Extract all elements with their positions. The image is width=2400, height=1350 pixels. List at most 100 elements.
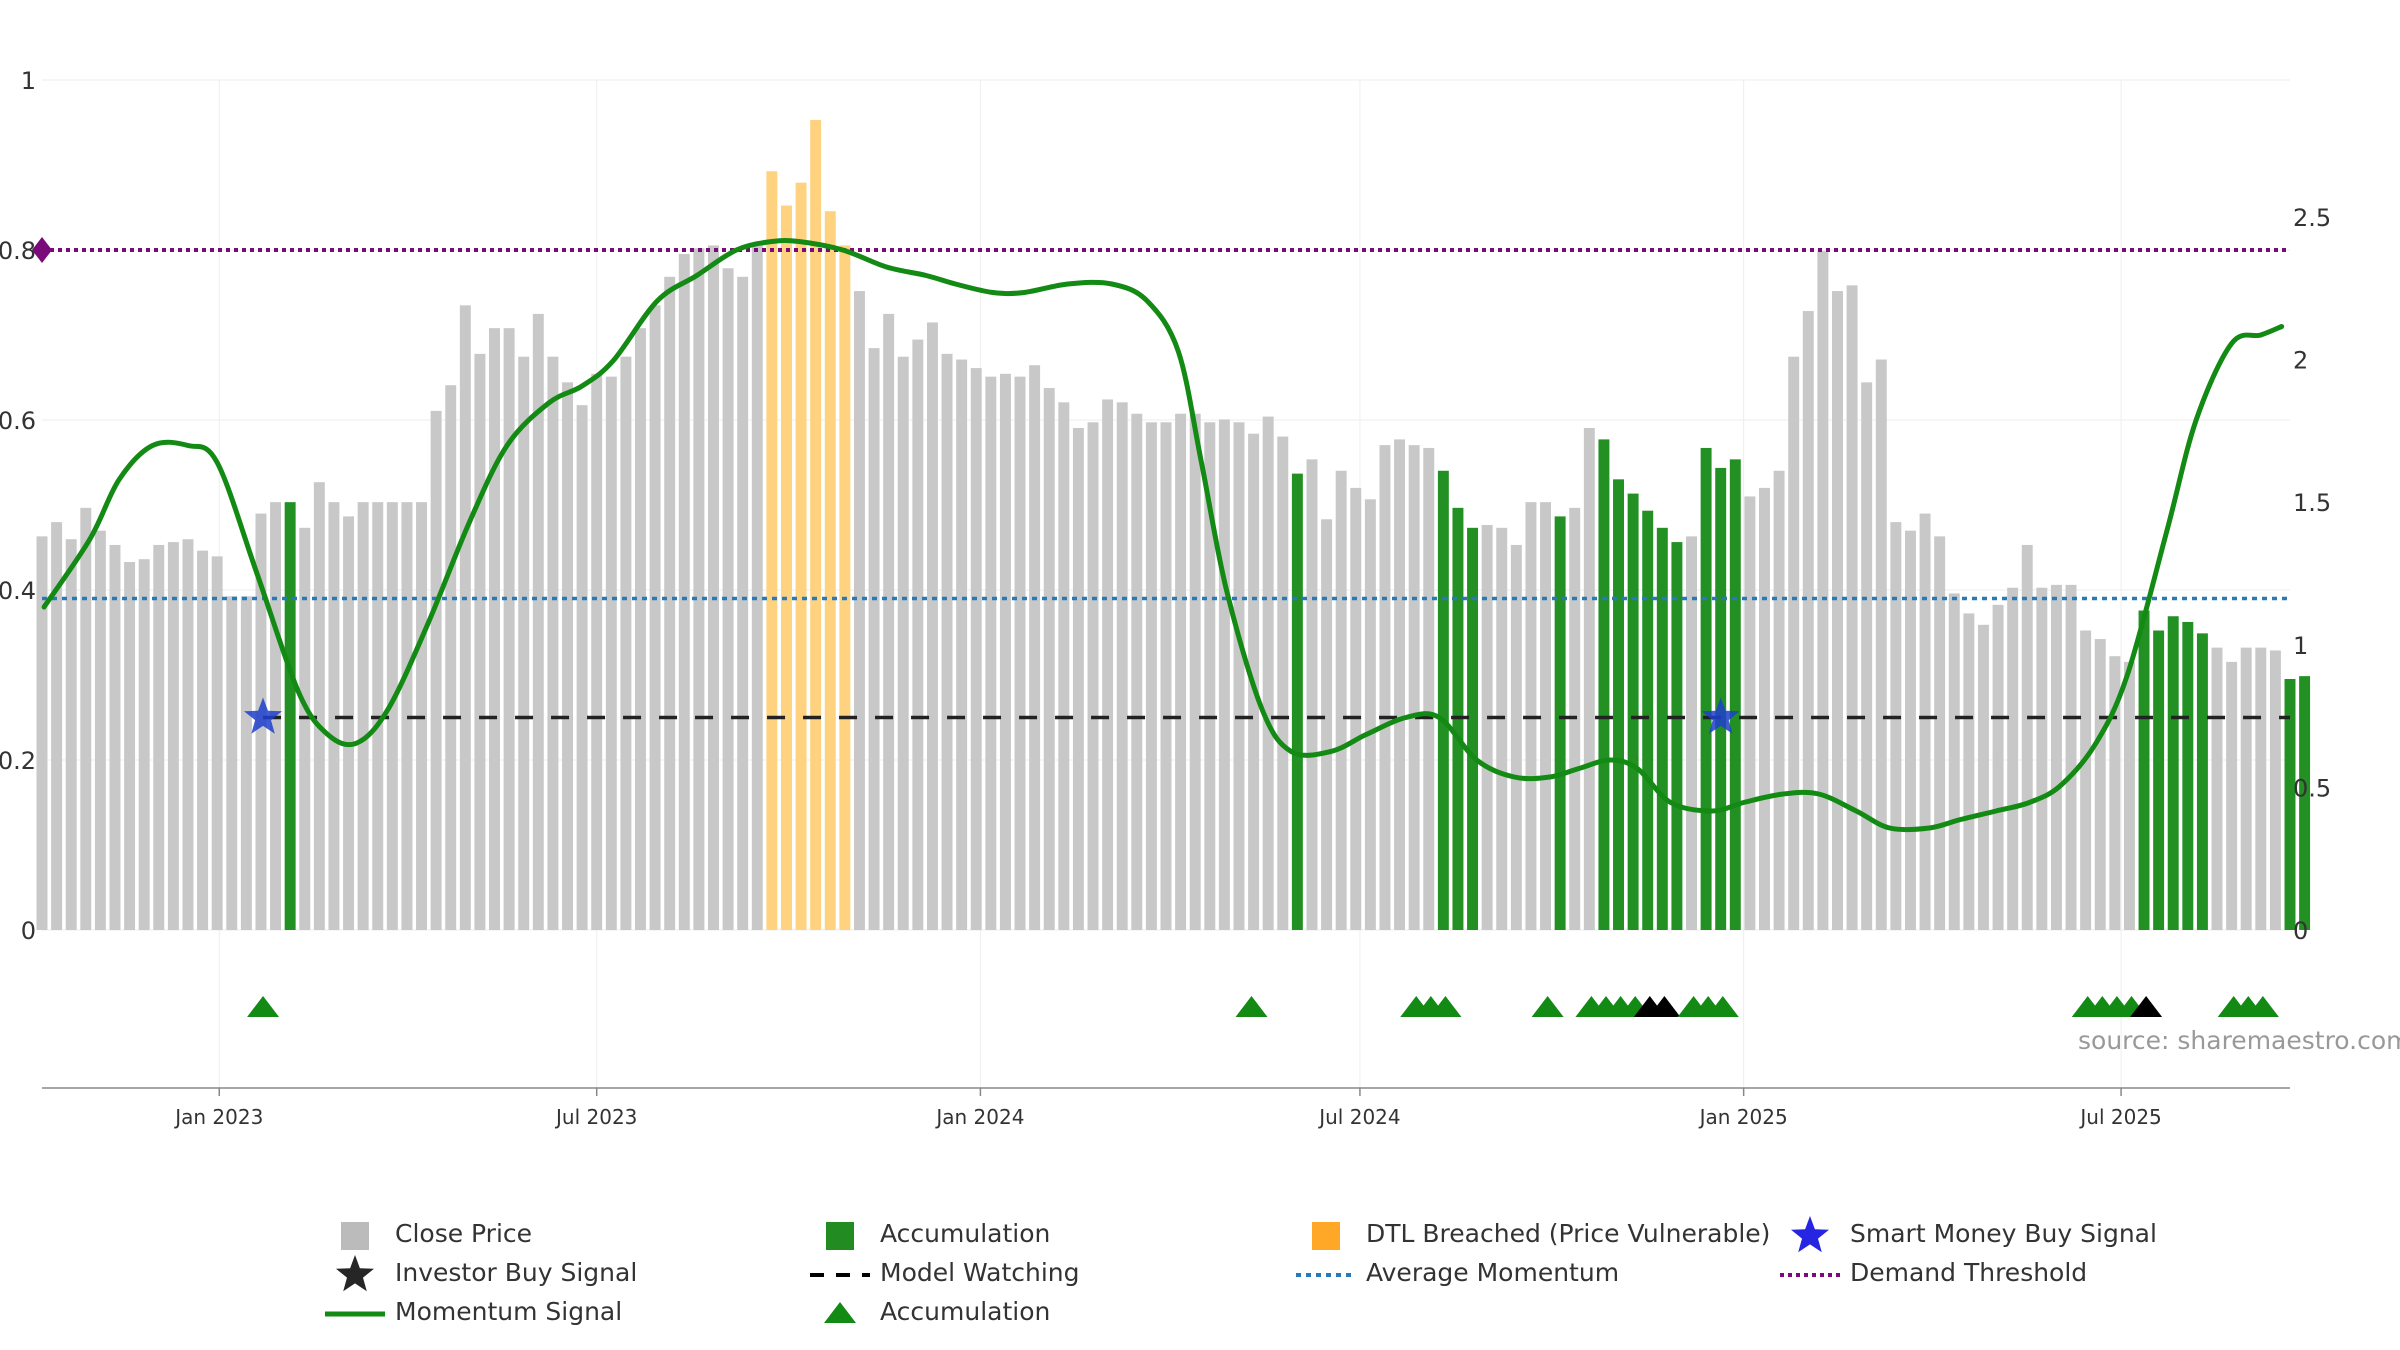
close-price-bar	[1861, 382, 1873, 930]
smart-money-buy-star	[244, 697, 283, 734]
accumulation-triangle	[247, 996, 280, 1017]
close-price-bar	[1540, 502, 1552, 930]
close-price-bar	[80, 507, 92, 930]
source-caption: source: sharemaestro.com	[2078, 1026, 2400, 1055]
legend-swatch-accumulation	[826, 1222, 854, 1250]
close-price-bar	[489, 328, 500, 930]
close-price-bar	[1423, 447, 1435, 930]
close-price-bar	[576, 405, 588, 930]
accumulation-triangle	[1648, 996, 1681, 1017]
close-price-bar	[1759, 487, 1770, 930]
close-price-bar	[1744, 496, 1756, 930]
x-tick-label: Jan 2023	[173, 1105, 263, 1129]
right-tick-label: 1.5	[2293, 489, 2331, 517]
close-price-bar	[1394, 439, 1406, 930]
close-price-bar	[868, 348, 880, 930]
left-tick-label: 0.8	[0, 237, 36, 265]
dtl-breached-bar	[810, 119, 822, 931]
close-price-bar	[1029, 365, 1041, 931]
price-bars	[36, 119, 2311, 931]
close-price-bar	[941, 353, 953, 930]
accumulation-bar	[2138, 610, 2150, 930]
close-price-bar	[1087, 422, 1099, 930]
close-price-bar	[2021, 544, 2033, 930]
close-price-bar	[1817, 251, 1829, 931]
close-price-bar	[153, 544, 165, 930]
accumulation-bar	[1642, 510, 1654, 930]
close-price-bar	[1875, 359, 1887, 930]
close-price-bar	[708, 245, 719, 930]
close-price-bar	[1277, 436, 1289, 930]
demand-threshold-marker	[32, 237, 52, 263]
accumulation-bar	[1291, 473, 1303, 930]
close-price-bar	[1510, 544, 1522, 930]
accumulation-bar	[1729, 459, 1741, 930]
accumulation-triangle	[1706, 996, 1739, 1017]
right-tick-label: 2.5	[2293, 204, 2331, 232]
close-price-bar	[883, 313, 895, 931]
close-price-bar	[2255, 647, 2267, 930]
accumulation-bar	[2153, 630, 2165, 930]
close-price-bar	[2007, 587, 2019, 930]
momentum-line-group	[41, 237, 2285, 833]
close-price-bar	[65, 539, 77, 930]
close-price-bar	[343, 516, 355, 930]
close-price-bar	[2036, 587, 2048, 930]
close-price-bar	[620, 356, 632, 930]
accumulation-triangle	[1235, 996, 1268, 1017]
close-price-bar	[167, 542, 179, 930]
dtl-breached-bar	[780, 205, 792, 930]
close-price-bar	[1335, 470, 1347, 930]
close-price-bar	[2094, 639, 2106, 930]
accumulation-triangle	[2246, 996, 2279, 1017]
close-price-bar	[897, 356, 909, 930]
left-tick-label: 0.2	[0, 747, 36, 775]
close-price-bar	[2211, 647, 2223, 930]
close-price-bar	[985, 376, 997, 930]
close-price-bar	[1992, 604, 2004, 930]
close-price-bar	[722, 268, 734, 931]
left-tick-label: 0.4	[0, 577, 36, 605]
close-price-bar	[1948, 593, 1960, 930]
close-price-bar	[1832, 291, 1843, 930]
close-price-bar	[1963, 613, 1975, 930]
momentum-signal-line	[41, 237, 2285, 833]
close-price-bar	[1145, 422, 1157, 930]
close-price-bar	[518, 356, 530, 930]
close-price-bar	[1306, 459, 1318, 930]
close-price-bar	[2240, 647, 2252, 930]
close-price-bar	[693, 248, 705, 931]
close-price-bar	[138, 559, 150, 930]
close-price-bar	[912, 339, 924, 931]
close-price-bar	[1321, 519, 1333, 930]
close-price-bar	[328, 502, 340, 930]
close-price-bar	[1408, 445, 1420, 930]
legend-swatch-close	[341, 1222, 369, 1250]
legend-swatch-dtl	[1312, 1222, 1340, 1250]
close-price-bar	[474, 353, 486, 930]
close-price-bar	[240, 596, 252, 930]
close-price-bar	[109, 544, 121, 930]
close-price-bar	[430, 410, 442, 930]
close-price-bar	[1802, 311, 1814, 930]
left-tick-label: 1	[21, 67, 36, 95]
legend-swatch-accumulation-triangle	[824, 1302, 856, 1323]
close-price-bar	[299, 527, 311, 930]
accumulation-bar	[2299, 676, 2311, 930]
axes: 0 0.2 0.4 0.6 0.8 1 0 0.5 1 1.5 2 2.5 Jan 2023 Jul 20…	[0, 67, 2331, 1129]
accumulation-bar	[1467, 527, 1479, 930]
close-price-bar	[547, 356, 559, 930]
close-price-bar	[591, 373, 603, 930]
accumulation-bar	[1700, 447, 1712, 930]
close-price-bar	[1788, 356, 1800, 930]
close-price-bar	[999, 373, 1011, 930]
accumulation-bar	[284, 502, 296, 930]
right-tick-label: 1	[2293, 632, 2308, 660]
close-price-bar	[197, 550, 209, 930]
close-price-bar	[1481, 524, 1493, 930]
close-price-bar	[1014, 376, 1026, 930]
signal-markers	[244, 697, 2279, 1017]
close-price-bar	[1131, 413, 1143, 930]
close-price-bar	[664, 276, 676, 930]
